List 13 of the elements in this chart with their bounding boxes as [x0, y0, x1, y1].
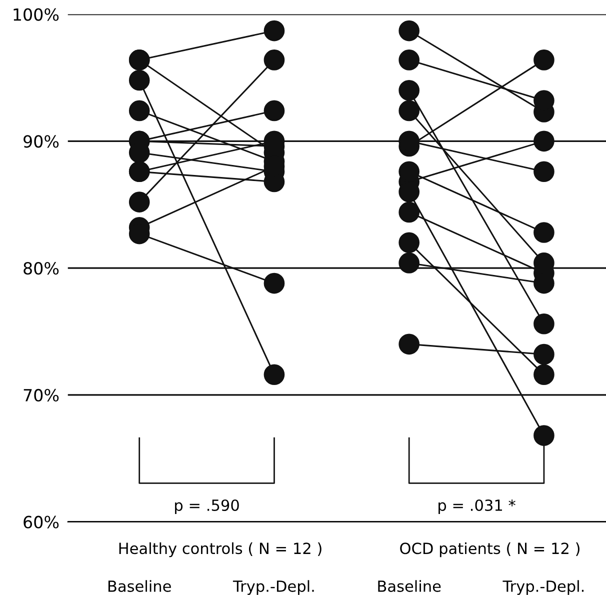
y-tick-label: 60%	[24, 516, 59, 528]
text: OCD patients ( N = 12 )	[400, 542, 580, 558]
y-tick-label: 80%	[24, 262, 59, 275]
annotation: p = .590	[175, 499, 239, 514]
text: Healthy controls ( N = 12 )	[119, 542, 322, 558]
x-tick-label: Baseline	[378, 580, 441, 592]
x-tick-label: Tryp.-Depl.	[232, 580, 314, 595]
x-tick-label: Baseline	[108, 580, 171, 592]
annotation: p = .031 *	[438, 499, 516, 514]
y-tick-label: 90%	[24, 135, 59, 148]
y-tick-label: 70%	[24, 388, 59, 402]
y-tick-label: 100%	[14, 8, 59, 21]
x-tick-label: Tryp.-Depl.	[502, 580, 584, 595]
